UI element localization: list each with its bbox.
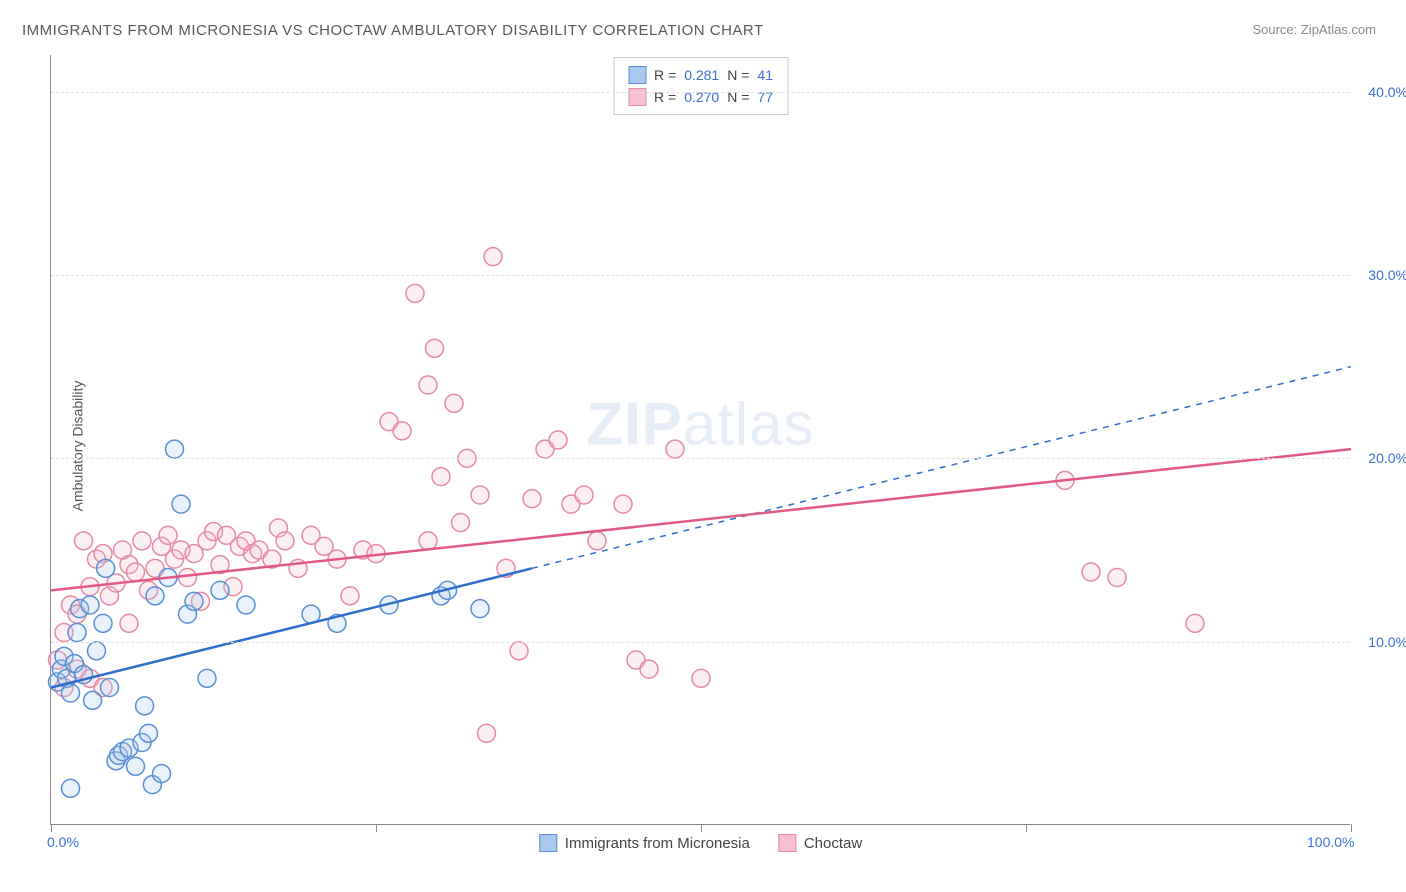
scatter-point — [432, 468, 450, 486]
scatter-point — [406, 284, 424, 302]
y-tick-label: 10.0% — [1368, 634, 1406, 650]
scatter-point — [101, 679, 119, 697]
scatter-point — [419, 376, 437, 394]
scatter-point — [523, 490, 541, 508]
scatter-point — [471, 486, 489, 504]
source-label: Source: — [1252, 22, 1300, 37]
scatter-point — [588, 532, 606, 550]
scatter-point — [159, 526, 177, 544]
scatter-point — [133, 532, 151, 550]
scatter-point — [179, 569, 197, 587]
x-tick-label: 0.0% — [47, 834, 79, 850]
scatter-point — [94, 614, 112, 632]
scatter-point — [471, 600, 489, 618]
legend-item-choctaw: Choctaw — [778, 834, 862, 852]
legend-item-micronesia: Immigrants from Micronesia — [539, 834, 750, 852]
scatter-point — [62, 684, 80, 702]
scatter-point — [211, 581, 229, 599]
x-tick — [1351, 824, 1352, 832]
legend-swatch-blue — [539, 834, 557, 852]
scatter-point — [276, 532, 294, 550]
scatter-point — [166, 440, 184, 458]
scatter-point — [341, 587, 359, 605]
scatter-point — [62, 779, 80, 797]
scatter-point — [120, 614, 138, 632]
legend-swatch-pink — [778, 834, 796, 852]
x-tick-label: 100.0% — [1307, 834, 1354, 850]
scatter-point — [198, 669, 216, 687]
scatter-point — [136, 697, 154, 715]
scatter-point — [153, 765, 171, 783]
scatter-point — [575, 486, 593, 504]
scatter-point — [640, 660, 658, 678]
x-tick — [1026, 824, 1027, 832]
plot-area: ZIPatlas R = 0.281 N = 41 R = 0.270 N = … — [50, 55, 1350, 825]
scatter-point — [445, 394, 463, 412]
y-tick-label: 30.0% — [1368, 267, 1406, 283]
scatter-point — [127, 563, 145, 581]
scatter-point — [666, 440, 684, 458]
scatter-point — [614, 495, 632, 513]
legend-label: Immigrants from Micronesia — [565, 835, 750, 852]
scatter-point — [393, 422, 411, 440]
legend-series: Immigrants from Micronesia Choctaw — [539, 834, 862, 852]
scatter-point — [97, 559, 115, 577]
scatter-point — [75, 532, 93, 550]
scatter-point — [237, 596, 255, 614]
scatter-point — [81, 596, 99, 614]
plot-svg — [51, 55, 1350, 824]
scatter-point — [1186, 614, 1204, 632]
x-tick — [376, 824, 377, 832]
scatter-point — [146, 587, 164, 605]
y-tick-label: 40.0% — [1368, 84, 1406, 100]
scatter-point — [510, 642, 528, 660]
gridline — [51, 275, 1350, 276]
legend-label: Choctaw — [804, 835, 862, 852]
scatter-point — [140, 724, 158, 742]
scatter-point — [1082, 563, 1100, 581]
scatter-point — [484, 248, 502, 266]
x-tick — [701, 824, 702, 832]
chart-title: IMMIGRANTS FROM MICRONESIA VS CHOCTAW AM… — [22, 22, 764, 39]
gridline — [51, 92, 1350, 93]
scatter-point — [84, 691, 102, 709]
source-attribution: Source: ZipAtlas.com — [1252, 22, 1376, 37]
scatter-point — [478, 724, 496, 742]
scatter-point — [1108, 569, 1126, 587]
gridline — [51, 458, 1350, 459]
scatter-point — [452, 514, 470, 532]
scatter-point — [419, 532, 437, 550]
scatter-point — [88, 642, 106, 660]
scatter-point — [172, 495, 190, 513]
scatter-point — [68, 624, 86, 642]
source-link[interactable]: ZipAtlas.com — [1301, 22, 1376, 37]
scatter-point — [692, 669, 710, 687]
scatter-point — [549, 431, 567, 449]
scatter-point — [185, 592, 203, 610]
gridline — [51, 642, 1350, 643]
trend-line-choctaw — [51, 449, 1351, 590]
y-tick-label: 20.0% — [1368, 450, 1406, 466]
x-tick — [51, 824, 52, 832]
trend-line-micronesia-extrapolated — [532, 367, 1351, 569]
scatter-point — [127, 757, 145, 775]
scatter-point — [426, 339, 444, 357]
